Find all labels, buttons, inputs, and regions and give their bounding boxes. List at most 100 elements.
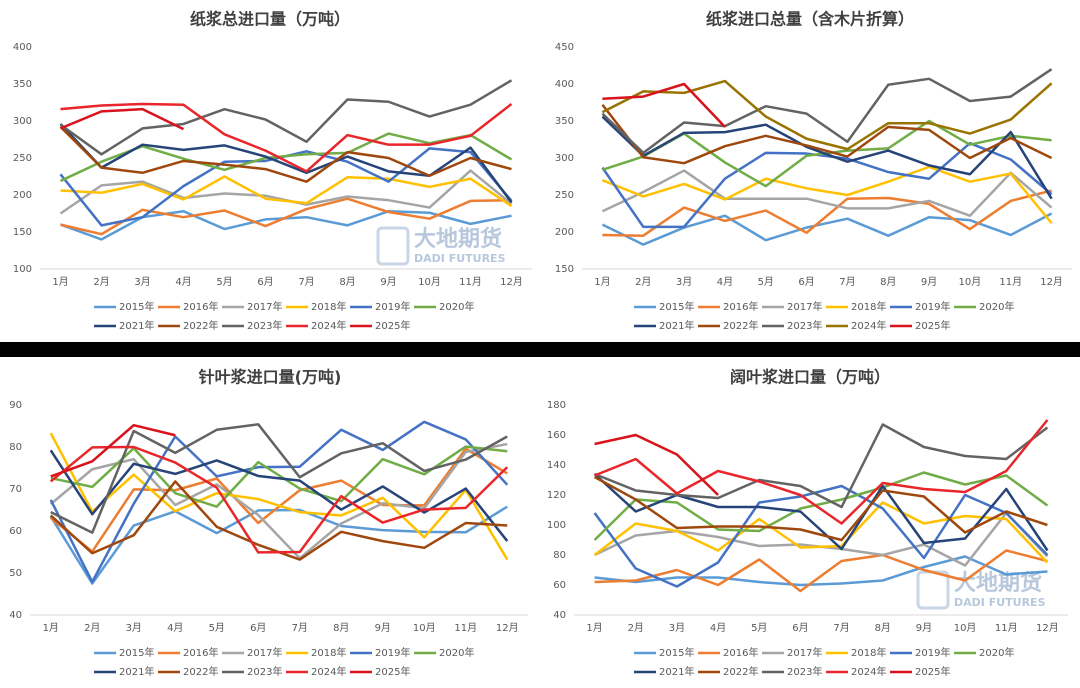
y-tick-label: 40 [553, 610, 566, 621]
legend-label: 2021年 [659, 665, 694, 678]
watermark-logo [916, 570, 950, 610]
watermark-en: DADI FUTURES [414, 252, 506, 265]
y-tick-label: 200 [13, 190, 32, 201]
legend-label: 2015年 [119, 300, 154, 313]
y-tick-label: 60 [9, 526, 22, 537]
legend-label: 2023年 [247, 319, 282, 332]
series-line [594, 555, 1048, 587]
x-tick-label: 11月 [459, 276, 482, 288]
legend-label: 2017年 [247, 300, 282, 313]
legend-label: 2024年 [311, 319, 346, 332]
x-tick-label: 8月 [339, 276, 355, 288]
x-tick-label: 7月 [292, 622, 308, 634]
x-tick-label: 4月 [710, 622, 726, 634]
watermark: 大地期货 [414, 226, 502, 252]
x-tick-label: 3月 [669, 622, 685, 634]
series-line [602, 189, 1052, 237]
chart: 针叶浆进口量(万吨) 40 50 60 70 80 90 1月 2月 3月 4月 5月 6月 7月 8月 9月… [9, 368, 528, 678]
series-line [50, 445, 508, 508]
series-line [601, 212, 1053, 246]
series-line [49, 445, 509, 554]
legend-label: 2015年 [659, 300, 694, 313]
x-tick-label: 9月 [380, 276, 396, 288]
legend-label: 2015年 [659, 646, 694, 659]
legend-label: 2025年 [375, 319, 410, 332]
x-tick-label: 10月 [413, 622, 436, 634]
legend-label: 2017年 [787, 300, 822, 313]
x-tick-label: 10月 [954, 622, 977, 634]
legend-label: 2017年 [787, 646, 822, 659]
legend-label: 2021年 [119, 665, 154, 678]
x-tick-label: 12月 [496, 622, 519, 634]
series-line [594, 433, 719, 496]
y-tick-label: 150 [13, 227, 32, 238]
y-tick-label: 120 [547, 490, 566, 501]
series-line [49, 420, 509, 584]
legend-label: 2022年 [183, 665, 218, 678]
y-tick-label: 400 [13, 42, 32, 53]
legend-label: 2021年 [659, 319, 694, 332]
legend-label: 2016年 [183, 646, 218, 659]
x-tick-label: 9月 [921, 276, 937, 288]
legend-label: 2019年 [915, 300, 950, 313]
legend-label: 2020年 [979, 646, 1014, 659]
x-tick-label: 7月 [298, 276, 314, 288]
series-line [594, 549, 1048, 593]
y-tick-label: 250 [13, 153, 32, 164]
x-tick-label: 3月 [134, 276, 150, 288]
x-tick-label: 12月 [500, 276, 523, 288]
watermark-en: DADI FUTURES [954, 596, 1046, 609]
x-tick-label: 11月 [995, 622, 1018, 634]
y-tick-label: 400 [555, 79, 574, 90]
legend-label: 2020年 [439, 646, 474, 659]
legend-label: 2019年 [375, 300, 410, 313]
x-tick-label: 4月 [167, 622, 183, 634]
legend-label: 2018年 [851, 300, 886, 313]
legend-label: 2020年 [979, 300, 1014, 313]
series-line [59, 79, 513, 156]
series-line [602, 82, 726, 128]
legend-label: 2023年 [787, 665, 822, 678]
x-tick-label: 8月 [333, 622, 349, 634]
x-tick-label: 1月 [43, 622, 59, 634]
y-tick-label: 80 [553, 550, 566, 561]
x-tick-label: 8月 [880, 276, 896, 288]
y-tick-label: 250 [555, 190, 574, 201]
legend-label: 2016年 [723, 300, 758, 313]
legend-label: 2022年 [723, 319, 758, 332]
series-line [60, 197, 512, 236]
x-tick-label: 6月 [792, 622, 808, 634]
x-tick-label: 2月 [84, 622, 100, 634]
series-line [59, 123, 513, 204]
x-tick-label: 2月 [93, 276, 109, 288]
x-tick-label: 1月 [586, 622, 602, 634]
y-tick-label: 70 [9, 484, 22, 495]
y-tick-label: 300 [13, 116, 32, 127]
x-tick-label: 3月 [676, 276, 692, 288]
legend-label: 2019年 [375, 646, 410, 659]
y-tick-label: 140 [547, 460, 566, 471]
x-tick-label: 6月 [250, 622, 266, 634]
series-line [601, 165, 1053, 224]
x-tick-label: 2月 [628, 622, 644, 634]
chart-title: 纸浆总进口量（万吨） [190, 10, 350, 29]
series-line [601, 169, 1053, 217]
legend-label: 2024年 [851, 665, 886, 678]
series-line [60, 107, 185, 131]
x-tick-label: 6月 [257, 276, 273, 288]
x-tick-label: 9月 [916, 622, 932, 634]
legend-label: 2016年 [723, 646, 758, 659]
x-tick-label: 5月 [216, 276, 232, 288]
x-tick-label: 3月 [126, 622, 142, 634]
y-tick-label: 300 [555, 153, 574, 164]
chart-title: 阔叶浆进口量（万吨） [730, 368, 890, 387]
y-tick-label: 160 [547, 430, 566, 441]
x-tick-label: 11月 [454, 622, 477, 634]
x-tick-label: 5月 [209, 622, 225, 634]
series-line [593, 475, 1048, 542]
y-tick-label: 40 [9, 610, 22, 621]
x-tick-label: 1月 [594, 276, 610, 288]
y-tick-label: 100 [547, 520, 566, 531]
